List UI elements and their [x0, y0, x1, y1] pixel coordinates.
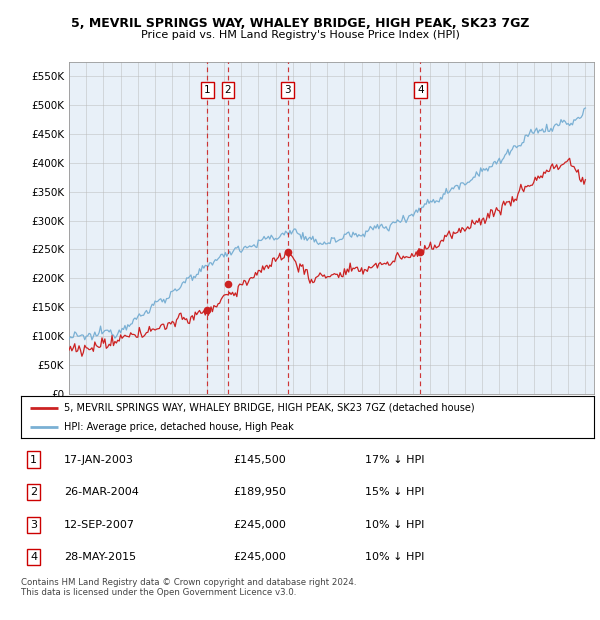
- Text: 3: 3: [30, 520, 37, 529]
- Text: 15% ↓ HPI: 15% ↓ HPI: [365, 487, 424, 497]
- Text: 12-SEP-2007: 12-SEP-2007: [64, 520, 135, 529]
- Text: 1: 1: [204, 85, 211, 95]
- Text: 5, MEVRIL SPRINGS WAY, WHALEY BRIDGE, HIGH PEAK, SK23 7GZ (detached house): 5, MEVRIL SPRINGS WAY, WHALEY BRIDGE, HI…: [64, 402, 475, 412]
- Text: £189,950: £189,950: [233, 487, 286, 497]
- Text: Price paid vs. HM Land Registry's House Price Index (HPI): Price paid vs. HM Land Registry's House …: [140, 30, 460, 40]
- Text: 5, MEVRIL SPRINGS WAY, WHALEY BRIDGE, HIGH PEAK, SK23 7GZ: 5, MEVRIL SPRINGS WAY, WHALEY BRIDGE, HI…: [71, 17, 529, 30]
- Text: 1: 1: [30, 454, 37, 464]
- Text: 4: 4: [417, 85, 424, 95]
- Text: 17-JAN-2003: 17-JAN-2003: [64, 454, 134, 464]
- Text: 2: 2: [224, 85, 231, 95]
- Text: 3: 3: [284, 85, 291, 95]
- Text: 4: 4: [30, 552, 37, 562]
- Text: £245,000: £245,000: [233, 520, 286, 529]
- Text: HPI: Average price, detached house, High Peak: HPI: Average price, detached house, High…: [64, 422, 294, 432]
- Text: £245,000: £245,000: [233, 552, 286, 562]
- Text: 26-MAR-2004: 26-MAR-2004: [64, 487, 139, 497]
- Text: £145,500: £145,500: [233, 454, 286, 464]
- Text: Contains HM Land Registry data © Crown copyright and database right 2024.
This d: Contains HM Land Registry data © Crown c…: [21, 578, 356, 597]
- Text: 17% ↓ HPI: 17% ↓ HPI: [365, 454, 424, 464]
- Text: 28-MAY-2015: 28-MAY-2015: [64, 552, 136, 562]
- Text: 10% ↓ HPI: 10% ↓ HPI: [365, 552, 424, 562]
- Text: 10% ↓ HPI: 10% ↓ HPI: [365, 520, 424, 529]
- Text: 2: 2: [30, 487, 37, 497]
